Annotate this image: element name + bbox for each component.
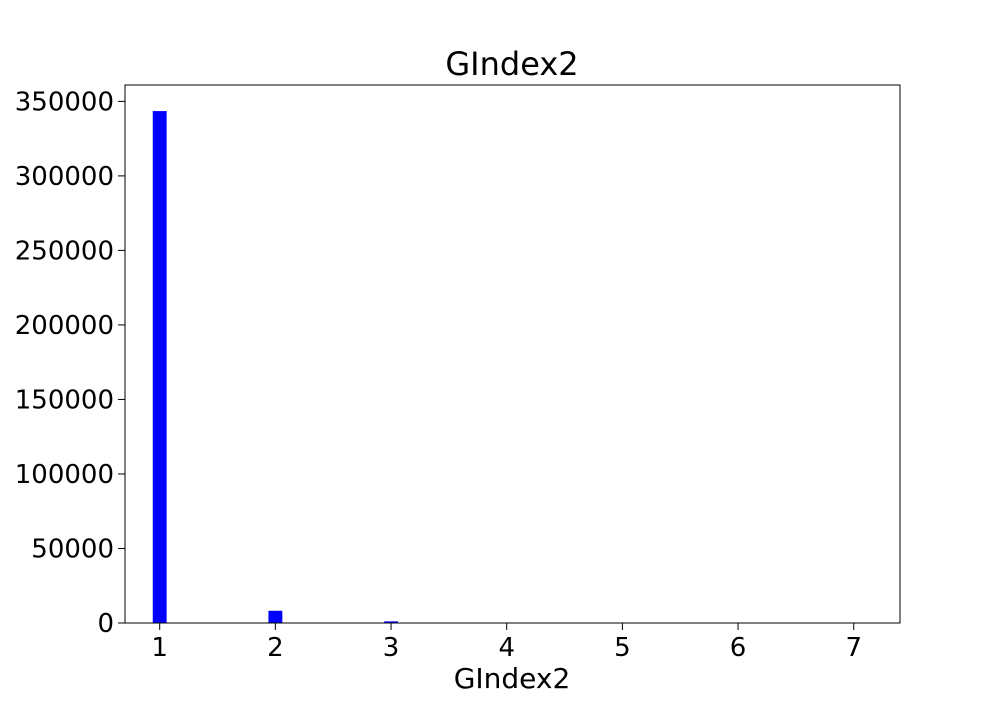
x-tick-label: 6	[730, 633, 747, 663]
y-tick-label: 150000	[15, 385, 114, 415]
y-tick-label: 50000	[31, 534, 114, 564]
y-tick-label: 300000	[15, 162, 114, 192]
x-tick-label: 2	[267, 633, 284, 663]
plot-frame	[125, 85, 900, 623]
x-tick-label: 7	[845, 633, 862, 663]
y-tick-label: 200000	[15, 311, 114, 341]
y-axis-ticks: 0 50000 100000 150000 200000 250000 300000 3500…	[15, 87, 125, 639]
x-tick-label: 1	[151, 633, 168, 663]
x-tick-label: 5	[614, 633, 631, 663]
x-tick-label: 3	[383, 633, 400, 663]
x-axis-ticks: 1 2 3 4 5 6 7	[151, 623, 862, 663]
bar-1	[153, 111, 167, 623]
y-tick-label: 0	[97, 609, 114, 639]
chart-title: GIndex2	[445, 45, 578, 83]
y-tick-label: 350000	[15, 87, 114, 117]
y-tick-label: 100000	[15, 460, 114, 490]
bars-layer	[153, 111, 861, 623]
y-tick-label: 250000	[15, 236, 114, 266]
x-axis-label: GIndex2	[454, 662, 571, 695]
x-tick-label: 4	[498, 633, 515, 663]
bar-2	[268, 611, 282, 623]
